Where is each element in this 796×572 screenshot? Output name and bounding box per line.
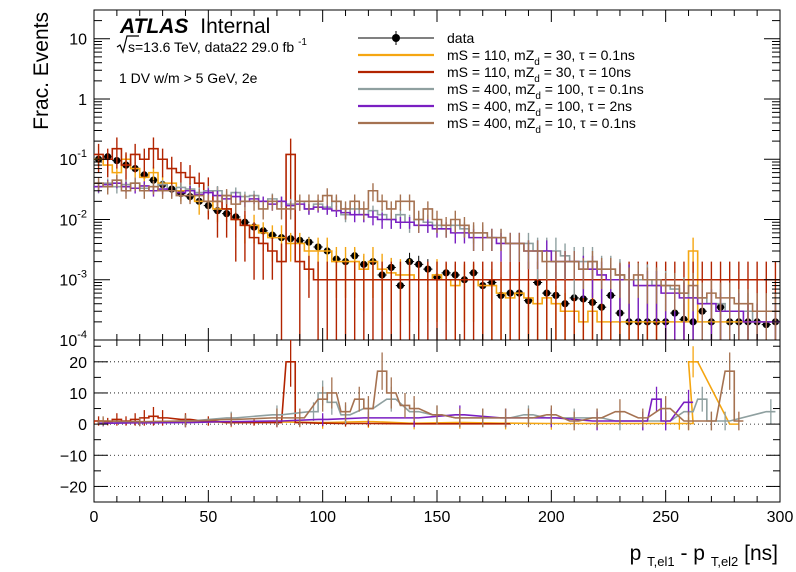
main-y-axis-label: Frac. Events bbox=[30, 12, 53, 130]
main-y-tick-label: 10-2 bbox=[59, 208, 87, 229]
legend-label: mS = 110, mZd = 30, τ = 0.1ns bbox=[447, 47, 635, 68]
x-tick-label: 150 bbox=[424, 509, 451, 526]
main-y-tick-label: 10-1 bbox=[59, 148, 87, 169]
legend-label: mS = 400, mZd = 100, τ = 0.1ns bbox=[447, 81, 644, 102]
legend-label: mS = 400, mZd = 100, τ = 2ns bbox=[447, 98, 632, 119]
ratio-series-4-step-line bbox=[97, 370, 744, 425]
energy-lumi-text: s=13.6 TeV, data22 29.0 fb -1 bbox=[128, 37, 307, 55]
ratio-y-tick-label: −20 bbox=[60, 479, 87, 496]
series-5-step-line bbox=[94, 179, 780, 313]
legend-label: mS = 400, mZd = 10, τ = 0.1ns bbox=[447, 115, 636, 136]
main-panel: 10-3 10-2 10-1 1 10 10-4 Frac. Events ATLAS I… bbox=[30, 9, 781, 350]
main-y-tick-label: 10 bbox=[69, 32, 87, 49]
ratio-series-4 bbox=[97, 352, 744, 431]
legend-entry-1: mS = 110, mZd = 30, τ = 0.1ns bbox=[358, 47, 635, 68]
legend-label: mS = 110, mZd = 30, τ = 10ns bbox=[447, 64, 631, 85]
ratio-panel: −20 −10 0 10 20 0 50 100 150 200 250 300 p T,el1 -… bbox=[60, 339, 794, 571]
legend-marker-point bbox=[392, 34, 400, 42]
main-x-axis-ticks bbox=[93, 10, 781, 340]
sqrt-sign-icon bbox=[116, 35, 139, 54]
ratio-y-tick-label: 0 bbox=[78, 417, 87, 434]
ratio-series-layer bbox=[94, 340, 776, 431]
atlas-label: ATLAS Internal bbox=[119, 15, 270, 38]
series-5 bbox=[94, 174, 780, 340]
ratio-y-tick-label: 10 bbox=[69, 386, 87, 403]
main-series-layer bbox=[94, 137, 780, 340]
ratio-y-axis-ticks: −20 −10 0 10 20 bbox=[60, 345, 780, 503]
x-tick-label: 250 bbox=[652, 509, 679, 526]
legend-entry-2: mS = 110, mZd = 30, τ = 10ns bbox=[358, 64, 631, 85]
selection-annotation: 1 DV w/m > 5 GeV, 2e bbox=[119, 70, 258, 86]
x-tick-label: 0 bbox=[90, 509, 99, 526]
atlas-wordmark: ATLAS bbox=[119, 15, 188, 38]
legend-entry-5: mS = 400, mZd = 10, τ = 0.1ns bbox=[358, 115, 636, 136]
main-y-tick-label: 10-3 bbox=[59, 269, 87, 290]
legend-entry-4: mS = 400, mZd = 100, τ = 2ns bbox=[358, 98, 632, 119]
ratio-x-axis-ticks: 0 50 100 150 200 250 300 bbox=[90, 340, 794, 526]
energy-lumi-annotation: s=13.6 TeV, data22 29.0 fb -1 bbox=[116, 35, 307, 55]
main-y-tick-label: 1 bbox=[78, 92, 87, 109]
main-y-tick-label: 10-4 bbox=[59, 329, 87, 350]
x-tick-label: 300 bbox=[767, 509, 794, 526]
legend-label: data bbox=[447, 30, 474, 46]
ratio-y-tick-label: 20 bbox=[69, 355, 87, 372]
ratio-y-tick-label: −10 bbox=[60, 448, 87, 465]
legend-entry-3: mS = 400, mZd = 100, τ = 0.1ns bbox=[358, 81, 644, 102]
x-tick-label: 50 bbox=[199, 509, 217, 526]
ratio-series-3-step-line bbox=[97, 398, 694, 425]
series-4-step-line bbox=[94, 182, 780, 323]
x-axis-label: p T,el1 - p T,el2 [ns] bbox=[630, 542, 778, 571]
atlas-internal-text: Internal bbox=[200, 15, 270, 38]
x-tick-label: 200 bbox=[538, 509, 565, 526]
legend-entry-0: data bbox=[358, 30, 474, 46]
x-tick-label: 100 bbox=[309, 509, 336, 526]
